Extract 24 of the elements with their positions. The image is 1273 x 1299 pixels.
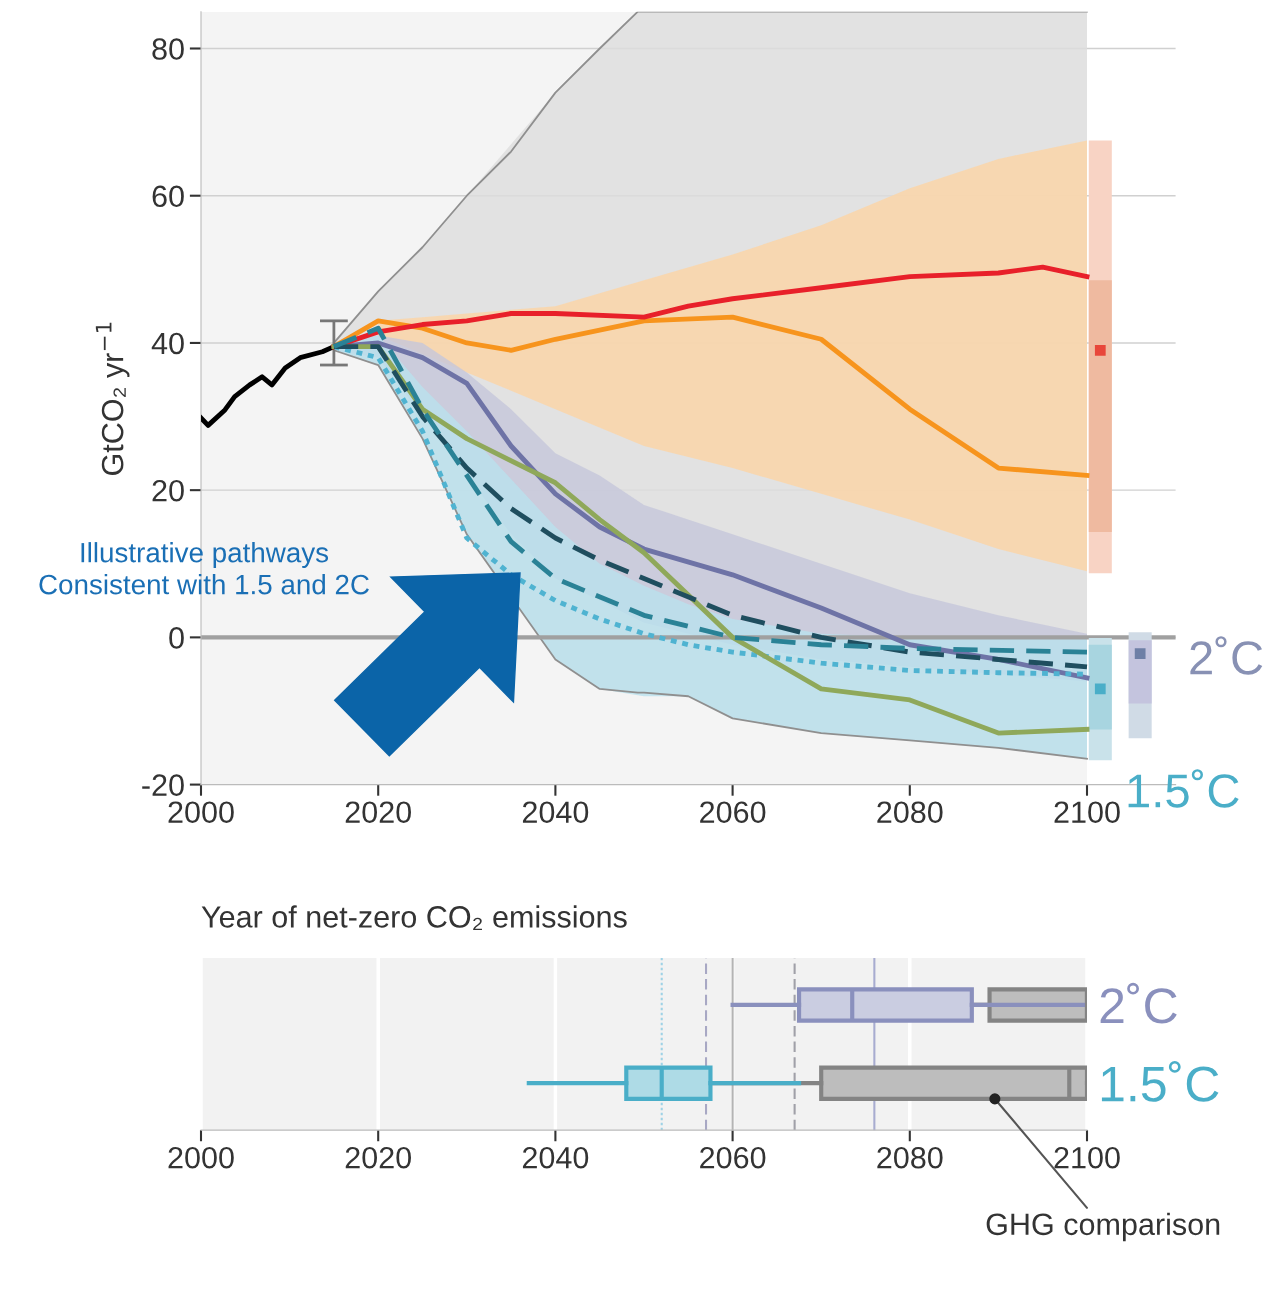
x-tick-label: 2100 [1054,1146,1120,1169]
x-tick-label: 2040 [522,1146,589,1169]
text: GHG comparison [986,1212,1220,1242]
text: 2˚C [1190,636,1263,675]
y-tick-label: 20 [152,479,184,502]
y-tick-label: 0 [169,627,184,649]
x-tick-label: 2100 [1054,801,1120,824]
y-tick-label: 40 [151,332,184,355]
annotation: 1.5˚C [1128,769,1239,808]
x-tick-label: 2040 [522,801,589,824]
x-tick-label: 2000 [168,801,234,824]
x-tick-label: 2060 [700,801,766,824]
x-tick-label: 2080 [877,1146,943,1169]
y-tick-label: 80 [152,38,184,60]
x-tick-label: 2020 [345,801,411,824]
x-tick-label: 2060 [700,1146,766,1169]
y-tick-label: -20 [142,774,184,796]
x-tick-label: 2020 [345,1146,411,1169]
x-tick-label: 2080 [877,801,943,824]
chart-title: Year of net-zero CO₂ emissions [201,905,627,931]
x-tick-label: 2000 [168,1146,234,1169]
y-axis-title: GtCO₂ yr$^{−1}$ [95,322,130,475]
annotation: Illustrative pathways Consistent with 1.5 and 2C [39,542,369,595]
y-tick-label: 60 [152,185,184,208]
